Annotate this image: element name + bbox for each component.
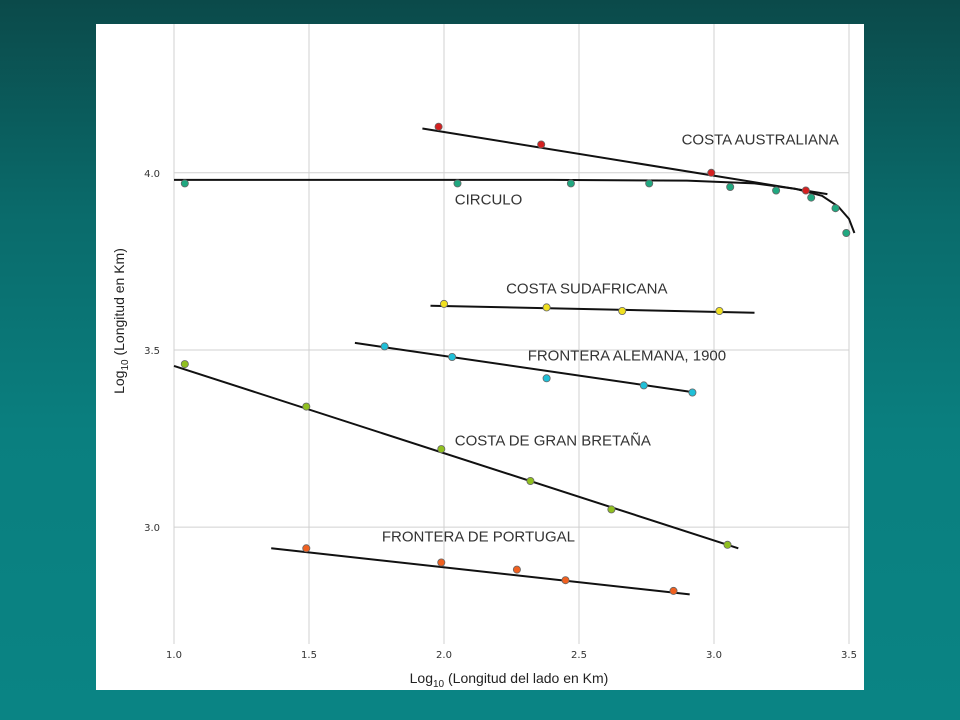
fit-line-frontera-alemana-1900 <box>354 341 696 394</box>
series-label-frontera-de-portugal: FRONTERA DE PORTUGAL <box>382 528 575 545</box>
point-costa-de-gran-bretana <box>607 505 616 514</box>
point-circulo <box>180 179 189 188</box>
series-label-circulo: CIRCULO <box>455 192 523 209</box>
fit-lines <box>173 127 856 596</box>
series-labels: COSTA AUSTRALIANA CIRCULO COSTA SUDAFRICAN… <box>382 131 839 545</box>
point-costa-sudafricana <box>542 303 551 312</box>
point-costa-de-gran-bretana <box>437 445 446 454</box>
point-costa-sudafricana <box>439 299 448 308</box>
point-circulo <box>772 186 781 195</box>
series-label-costa-de-gran-bretana: COSTA DE GRAN BRETAÑA <box>455 433 651 450</box>
fit-line-costa-sudafricana <box>430 304 755 314</box>
point-costa-de-gran-bretana <box>302 402 311 411</box>
point-frontera-de-portugal <box>561 576 570 585</box>
point-frontera-alemana-1900 <box>380 342 389 351</box>
x-tick-label: 3.0 <box>706 650 722 661</box>
fractal-dimension-chart: COSTA AUSTRALIANA CIRCULO COSTA SUDAFRICAN… <box>111 24 857 690</box>
data-points <box>180 122 851 595</box>
fit-line-costa-de-gran-bretana <box>173 364 739 550</box>
point-costa-de-gran-bretana <box>723 540 732 549</box>
point-frontera-alemana-1900 <box>448 352 457 361</box>
series-label-frontera-alemana-1900: FRONTERA ALEMANA, 1900 <box>528 348 726 365</box>
point-circulo <box>645 179 654 188</box>
y-tick-label: 3.0 <box>144 523 160 534</box>
point-frontera-de-portugal <box>437 558 446 567</box>
point-costa-australiana <box>537 140 546 149</box>
point-costa-de-gran-bretana <box>526 476 535 485</box>
x-tick-label: 1.5 <box>301 650 317 661</box>
point-circulo <box>726 182 735 191</box>
point-circulo <box>831 204 840 213</box>
point-costa-sudafricana <box>715 306 724 315</box>
tick-labels: 1.0 1.5 2.0 2.5 3.0 3.5 3.0 3.5 4.0 <box>144 169 857 661</box>
point-costa-australiana <box>801 186 810 195</box>
point-frontera-de-portugal <box>512 565 521 574</box>
point-costa-de-gran-bretana <box>180 360 189 369</box>
grid-lines <box>173 24 850 644</box>
fit-line-frontera-de-portugal <box>271 547 690 596</box>
x-tick-label: 2.5 <box>571 650 587 661</box>
point-frontera-de-portugal <box>302 544 311 553</box>
x-tick-label: 2.0 <box>436 650 452 661</box>
point-circulo <box>807 193 816 202</box>
chart-panel: COSTA AUSTRALIANA CIRCULO COSTA SUDAFRICAN… <box>96 24 864 690</box>
point-frontera-alemana-1900 <box>688 388 697 397</box>
point-circulo <box>566 179 575 188</box>
series-label-costa-australiana: COSTA AUSTRALIANA <box>682 131 839 148</box>
point-frontera-alemana-1900 <box>639 381 648 390</box>
x-tick-label: 1.0 <box>166 650 182 661</box>
point-circulo <box>453 179 462 188</box>
series-label-costa-sudafricana: COSTA SUDAFRICANA <box>506 280 667 297</box>
y-axis-title: Log10 (Longitud en Km) <box>111 248 131 394</box>
point-frontera-de-portugal <box>669 586 678 595</box>
point-costa-australiana <box>434 122 443 131</box>
point-circulo <box>842 228 851 237</box>
y-tick-label: 3.5 <box>144 346 160 357</box>
point-costa-sudafricana <box>618 306 627 315</box>
fit-line-circulo <box>174 178 856 234</box>
y-tick-label: 4.0 <box>144 169 160 180</box>
point-frontera-alemana-1900 <box>542 374 551 383</box>
x-tick-label: 3.5 <box>841 650 857 661</box>
point-costa-australiana <box>707 168 716 177</box>
x-axis-title: Log10 (Longitud del lado en Km) <box>410 670 609 690</box>
